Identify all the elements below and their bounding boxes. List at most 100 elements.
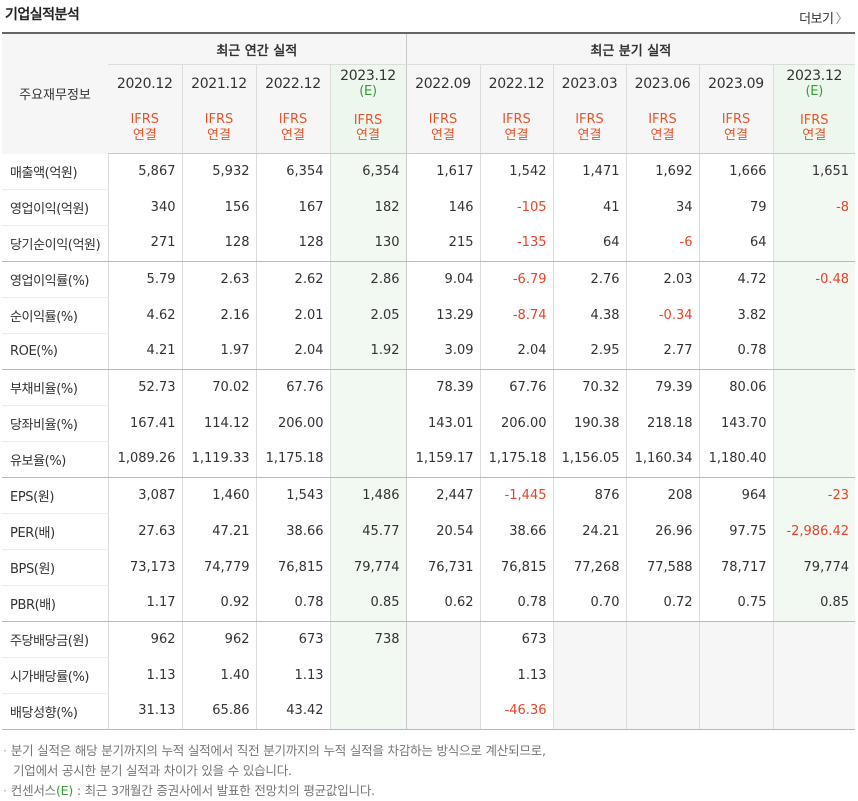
period-header: 2023.06: [625, 64, 699, 103]
table-cell: [405, 693, 480, 730]
table-cell: 79.39: [625, 369, 699, 405]
table-cell: 70.32: [552, 369, 626, 405]
table-cell: 26.96: [625, 513, 699, 549]
row-label: PER(배): [2, 513, 109, 550]
table-cell: -0.48: [772, 261, 856, 297]
table-cell: 38.66: [255, 513, 330, 549]
table-cell: 4.21: [108, 333, 182, 370]
table-cell: [625, 621, 699, 657]
table-row: PBR(배) 1.17 0.92 0.78 0.85 0.62 0.78 0.70 0.72 0.…: [2, 585, 856, 622]
table-cell: 128: [181, 225, 256, 262]
financial-table: 주요재무정보 최근 연간 실적 최근 분기 실적 2020.12 2021.12 2…: [2, 32, 856, 730]
table-cell: 1,159.17: [405, 441, 480, 478]
table-cell: 130: [329, 225, 406, 262]
table-cell: 1.13: [479, 657, 553, 693]
row-label: ROE(%): [2, 333, 109, 370]
table-cell: [772, 225, 856, 262]
table-cell: 20.54: [405, 513, 480, 549]
footnote-1-cont: 기업에서 공시한 분기 실적과 차이가 있을 수 있습니다.: [13, 763, 292, 778]
section-header: 기업실적분석 더보기 〉: [2, 0, 856, 32]
table-cell: [329, 693, 406, 730]
table-cell: [772, 405, 856, 441]
table-cell: 13.29: [405, 297, 480, 333]
table-cell: 0.62: [405, 585, 480, 622]
table-cell: 70.02: [181, 369, 256, 405]
row-label: 시가배당률(%): [2, 657, 109, 694]
table-cell: 2.01: [255, 297, 330, 333]
chevron-right-icon: 〉: [835, 12, 848, 27]
table-cell: 0.85: [772, 585, 856, 622]
table-cell: 74,779: [181, 549, 256, 585]
table-cell: -8: [772, 189, 856, 225]
accounting-standard: IFRS 연결: [479, 103, 553, 154]
table-cell: 1,692: [625, 153, 699, 189]
table-cell: [552, 657, 626, 693]
table-cell: 79: [698, 189, 773, 225]
row-label: BPS(원): [2, 549, 109, 586]
table-cell: 65.86: [181, 693, 256, 730]
period-header: 2022.12: [479, 64, 553, 103]
table-cell: 143.70: [698, 405, 773, 441]
table-row: BPS(원) 73,173 74,779 76,815 79,774 76,731 76,8…: [2, 549, 856, 586]
table-cell: -2,986.42: [772, 513, 856, 549]
accounting-standard: IFRS 연결: [552, 103, 626, 154]
table-cell: 271: [108, 225, 182, 262]
header-group-row: 주요재무정보 최근 연간 실적 최근 분기 실적: [2, 33, 856, 154]
table-cell: 156: [181, 189, 256, 225]
table-cell: -6: [625, 225, 699, 262]
table-cell: 673: [255, 621, 330, 657]
table-row: 유보율(%) 1,089.26 1,119.33 1,175.18 1,159.17 1,…: [2, 441, 856, 478]
table-cell: 1.97: [181, 333, 256, 370]
table-cell: 1.13: [255, 657, 330, 693]
table-cell: 206.00: [479, 405, 553, 441]
table-cell: 34: [625, 189, 699, 225]
row-label: 유보율(%): [2, 441, 109, 478]
table-cell: 128: [255, 225, 330, 262]
quarter-group-header: 최근 분기 실적: [405, 33, 856, 65]
table-cell: 67.76: [255, 369, 330, 405]
table-cell: 43.42: [255, 693, 330, 730]
footnote-1: · 분기 실적은 해당 분기까지의 누적 실적에서 직전 분기까지의 누적 실적을…: [3, 743, 546, 758]
period-label: 2023.12: [340, 68, 396, 84]
table-cell: 1,666: [698, 153, 773, 189]
table-row: 당좌비율(%) 167.41 114.12 206.00 143.01 206.00 190…: [2, 405, 856, 442]
table-cell: 4.38: [552, 297, 626, 333]
row-label: 부채비율(%): [2, 369, 109, 406]
table-cell: 1,156.05: [552, 441, 626, 478]
table-cell: 97.75: [698, 513, 773, 549]
more-link[interactable]: 더보기 〉: [799, 8, 848, 27]
table-cell: 24.21: [552, 513, 626, 549]
table-cell: 190.38: [552, 405, 626, 441]
table-cell: 2,447: [405, 477, 480, 513]
table-row: 주당배당금(원) 962 962 673 738 673: [2, 621, 856, 658]
table-row: 부채비율(%) 52.73 70.02 67.76 78.39 67.76 70.32 79.…: [2, 369, 856, 406]
table-cell: 3.09: [405, 333, 480, 370]
more-label: 더보기: [799, 12, 834, 27]
table-cell: 64: [552, 225, 626, 262]
table-cell: 2.62: [255, 261, 330, 297]
table-cell: -105: [479, 189, 553, 225]
table-cell: -46.36: [479, 693, 553, 730]
table-cell: [772, 693, 856, 730]
table-cell: -0.34: [625, 297, 699, 333]
table-cell: 1.92: [329, 333, 406, 370]
table-cell: 79,774: [329, 549, 406, 585]
period-header: 2023.12 (E): [772, 64, 856, 103]
table-cell: 1,175.18: [479, 441, 553, 478]
table-cell: [625, 657, 699, 693]
period-header: 2023.09: [698, 64, 773, 103]
table-cell: -1,445: [479, 477, 553, 513]
table-cell: [772, 369, 856, 405]
table-cell: 1,175.18: [255, 441, 330, 478]
period-header: 2020.12: [108, 64, 182, 103]
table-row: 시가배당률(%) 1.13 1.40 1.13 1.13: [2, 657, 856, 694]
table-row: PER(배) 27.63 47.21 38.66 45.77 20.54 38.66 24.2…: [2, 513, 856, 550]
table-row: EPS(원) 3,087 1,460 1,543 1,486 2,447 -1,445 876…: [2, 477, 856, 514]
table-cell: 2.95: [552, 333, 626, 370]
row-label: 순이익률(%): [2, 297, 109, 334]
table-cell: -6.79: [479, 261, 553, 297]
table-cell: 2.63: [181, 261, 256, 297]
table-cell: 215: [405, 225, 480, 262]
table-row: 당기순이익(억원) 271 128 128 130 215 -135 64 -6 64: [2, 225, 856, 262]
table-cell: 738: [329, 621, 406, 657]
